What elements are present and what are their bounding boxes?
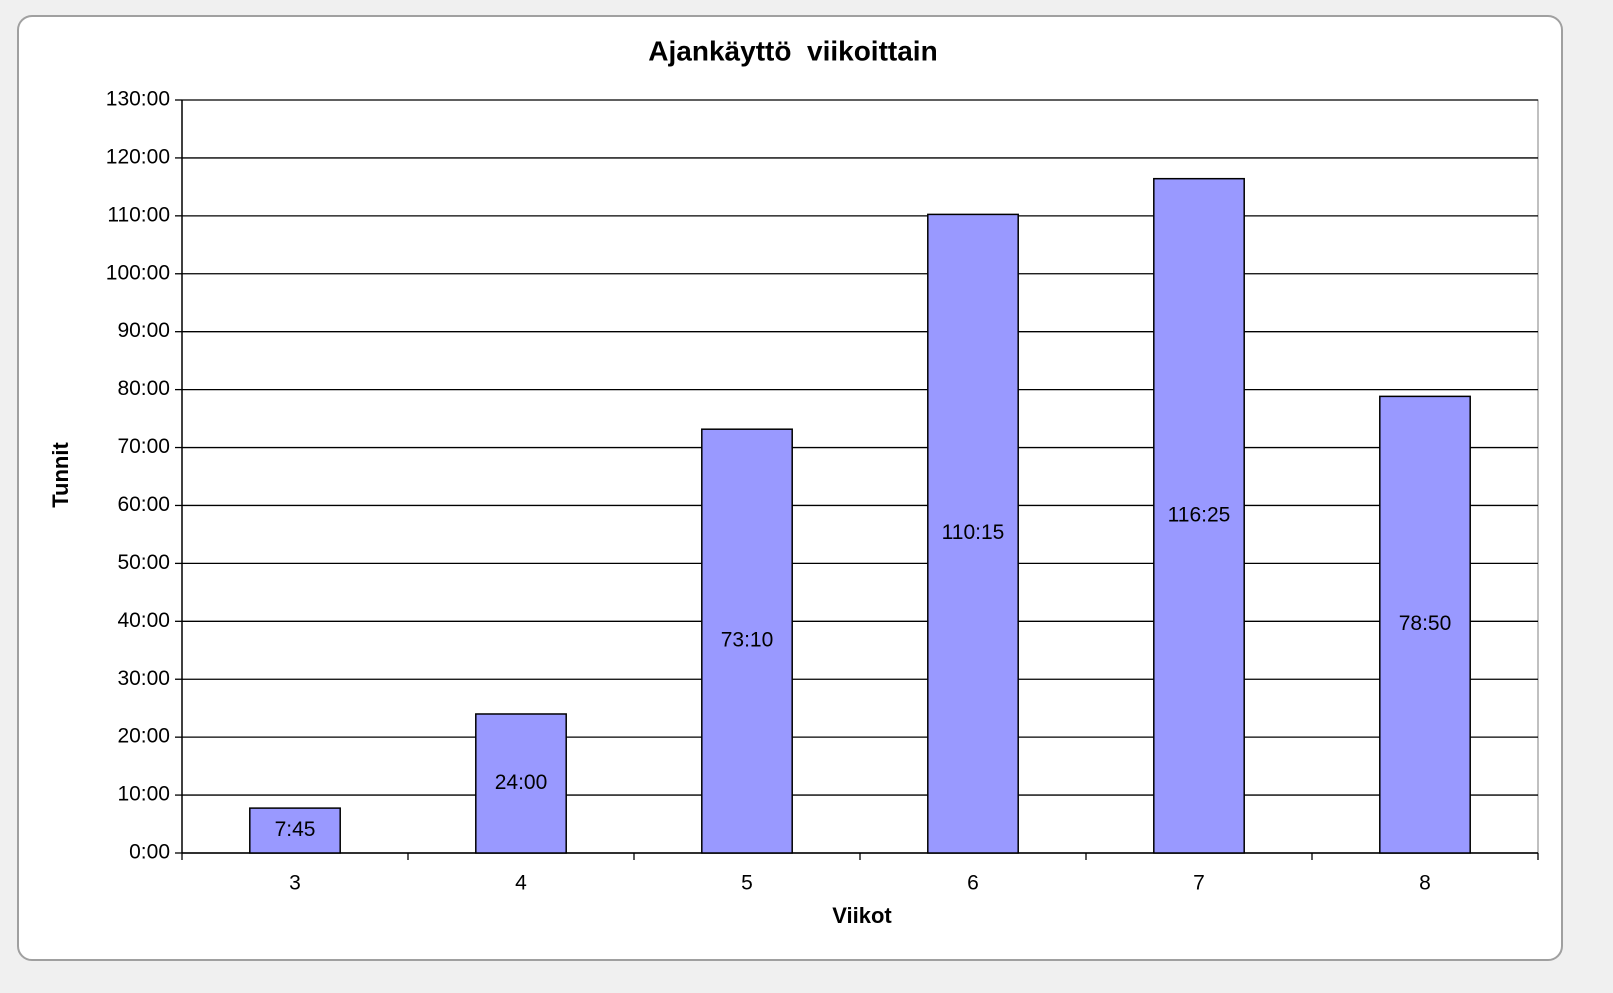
data-label: 24:00 [495, 771, 548, 794]
bar [475, 713, 567, 854]
data-label: 7:45 [275, 818, 316, 841]
y-tick-label: 100:00 [106, 261, 170, 284]
x-tick-label: 3 [289, 872, 301, 895]
y-tick-label: 10:00 [117, 783, 170, 806]
data-label: 116:25 [1168, 503, 1231, 526]
bar [701, 428, 793, 854]
x-tick-label: 7 [1193, 872, 1205, 895]
x-tick-label: 6 [967, 872, 979, 895]
plot-area [181, 99, 1539, 854]
y-tick-label: 120:00 [106, 145, 170, 168]
y-tick-label: 70:00 [117, 435, 170, 458]
y-tick-label: 130:00 [106, 88, 170, 111]
bar [1379, 395, 1471, 854]
bar [1153, 177, 1245, 854]
x-tick-label: 8 [1419, 872, 1431, 895]
y-tick-label: 0:00 [129, 841, 170, 864]
data-label: 73:10 [721, 629, 774, 652]
y-tick-label: 30:00 [117, 667, 170, 690]
data-label: 78:50 [1399, 612, 1452, 635]
data-label: 110:15 [942, 521, 1005, 544]
x-tick-label: 4 [515, 872, 527, 895]
y-tick-label: 90:00 [117, 319, 170, 342]
y-tick-label: 60:00 [117, 493, 170, 516]
y-tick-label: 20:00 [117, 725, 170, 748]
y-tick-label: 110:00 [107, 203, 170, 226]
y-axis-title: Tunnit [48, 442, 73, 508]
y-tick-label: 80:00 [117, 377, 170, 400]
y-tick-label: 50:00 [117, 551, 170, 574]
x-axis-title: Viikot [832, 903, 892, 928]
bar [249, 807, 341, 854]
chart-title: Ajankäyttö viikoittain [648, 35, 937, 66]
x-tick-label: 5 [741, 872, 753, 895]
y-tick-label: 40:00 [117, 609, 170, 632]
bar [927, 213, 1019, 854]
